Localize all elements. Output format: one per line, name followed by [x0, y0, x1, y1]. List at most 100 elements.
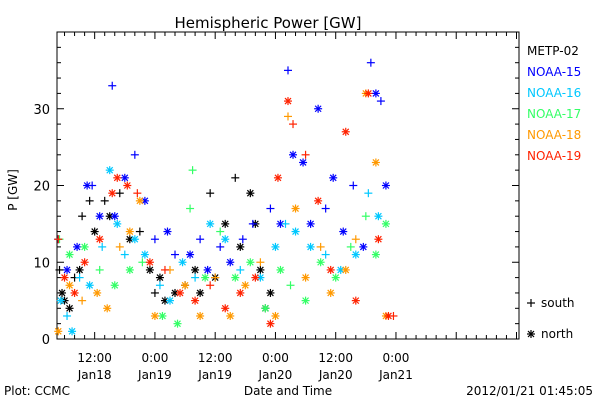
data-point: [90, 227, 99, 236]
chart-title: Hemispheric Power [GW]: [175, 14, 362, 32]
data-point: [68, 327, 77, 336]
data-point: [316, 242, 325, 251]
data-point: [145, 258, 154, 267]
data-point: [321, 250, 330, 259]
data-point: [238, 235, 247, 244]
data-point: [301, 296, 310, 305]
x-tick-label-date: Jan21: [378, 368, 413, 382]
data-point: [359, 242, 368, 251]
data-point: [376, 97, 385, 106]
data-point: [150, 311, 159, 320]
data-point: [314, 196, 323, 205]
data-point: [88, 181, 97, 190]
data-point: [301, 273, 310, 282]
x-axis-label: Date and Time: [244, 384, 332, 398]
data-point: [103, 304, 112, 313]
data-point: [221, 235, 230, 244]
data-point: [63, 265, 72, 274]
data-point: [58, 288, 67, 297]
data-point: [56, 296, 65, 305]
data-point: [95, 212, 104, 221]
y-tick-label: 20: [33, 180, 50, 195]
legend-item: NOAA-16: [527, 86, 581, 100]
marker-legend-label: north: [541, 327, 573, 341]
data-point: [306, 242, 315, 251]
legend-item: NOAA-15: [527, 65, 581, 79]
y-axis-label: P [GW]: [6, 169, 20, 211]
marker-legend-symbol: [527, 299, 535, 307]
footer-left: Plot: CCMC: [4, 384, 70, 398]
x-tick-label-time: 12:00: [77, 351, 112, 365]
data-point: [331, 273, 340, 282]
data-point: [85, 196, 94, 205]
data-point: [140, 250, 149, 259]
data-point: [261, 304, 270, 313]
data-point: [113, 219, 122, 228]
data-point: [125, 227, 134, 236]
x-tick-label-date: Jan19: [197, 368, 232, 382]
data-point: [371, 89, 380, 98]
data-point: [273, 173, 282, 182]
x-tick-label-date: Jan19: [137, 368, 172, 382]
data-point: [364, 189, 373, 198]
data-point: [374, 235, 383, 244]
data-point: [366, 58, 375, 67]
data-point: [203, 265, 212, 274]
data-point: [130, 235, 139, 244]
x-tick-label-time: 12:00: [318, 351, 353, 365]
data-point: [54, 235, 63, 244]
data-point: [130, 150, 139, 159]
data-point: [80, 242, 89, 251]
data-point: [351, 235, 360, 244]
marker-legend: south north: [527, 296, 575, 341]
data-point: [206, 219, 215, 228]
data-point: [371, 158, 380, 167]
legend-item: NOAA-18: [527, 128, 581, 142]
data-point: [374, 212, 383, 221]
data-point: [108, 189, 117, 198]
data-point: [341, 127, 350, 136]
data-point: [135, 196, 144, 205]
data-point: [246, 189, 255, 198]
data-point: [251, 273, 260, 282]
data-point: [266, 204, 275, 213]
data-points: [54, 58, 398, 336]
footer-right: 2012/01/21 01:45:05: [466, 384, 593, 398]
data-point: [60, 273, 69, 282]
data-point: [284, 112, 292, 121]
legend-item: NOAA-19: [527, 149, 581, 163]
data-point: [173, 319, 182, 328]
data-point: [206, 189, 215, 198]
series-legend: METP-02 NOAA-15 NOAA-16 NOAA-17 NOAA-18 NOAA-…: [527, 44, 581, 163]
x-tick-label-date: Jan20: [258, 368, 293, 382]
data-point: [155, 273, 164, 282]
data-point: [351, 296, 360, 305]
data-point: [326, 288, 335, 297]
data-point: [201, 273, 210, 282]
data-point: [256, 265, 265, 274]
data-point: [93, 288, 102, 297]
data-point: [216, 227, 225, 236]
data-point: [361, 212, 370, 221]
x-tick-label-time: 0:00: [141, 351, 168, 365]
data-point: [123, 181, 132, 190]
data-point: [236, 288, 245, 297]
data-point: [226, 311, 235, 320]
data-point: [163, 227, 172, 236]
data-point: [276, 265, 285, 274]
data-point: [95, 235, 104, 244]
data-point: [110, 212, 119, 221]
data-point: [125, 265, 134, 274]
data-point: [191, 296, 200, 305]
data-point: [286, 281, 295, 290]
data-point: [246, 258, 255, 267]
data-point: [186, 250, 195, 259]
data-point: [105, 166, 114, 175]
data-point: [78, 296, 87, 305]
data-point: [284, 97, 292, 106]
data-point: [65, 304, 74, 313]
data-point: [381, 181, 390, 190]
data-point: [256, 258, 265, 267]
data-point: [351, 250, 360, 259]
x-tick-label-date: Jan20: [318, 368, 353, 382]
